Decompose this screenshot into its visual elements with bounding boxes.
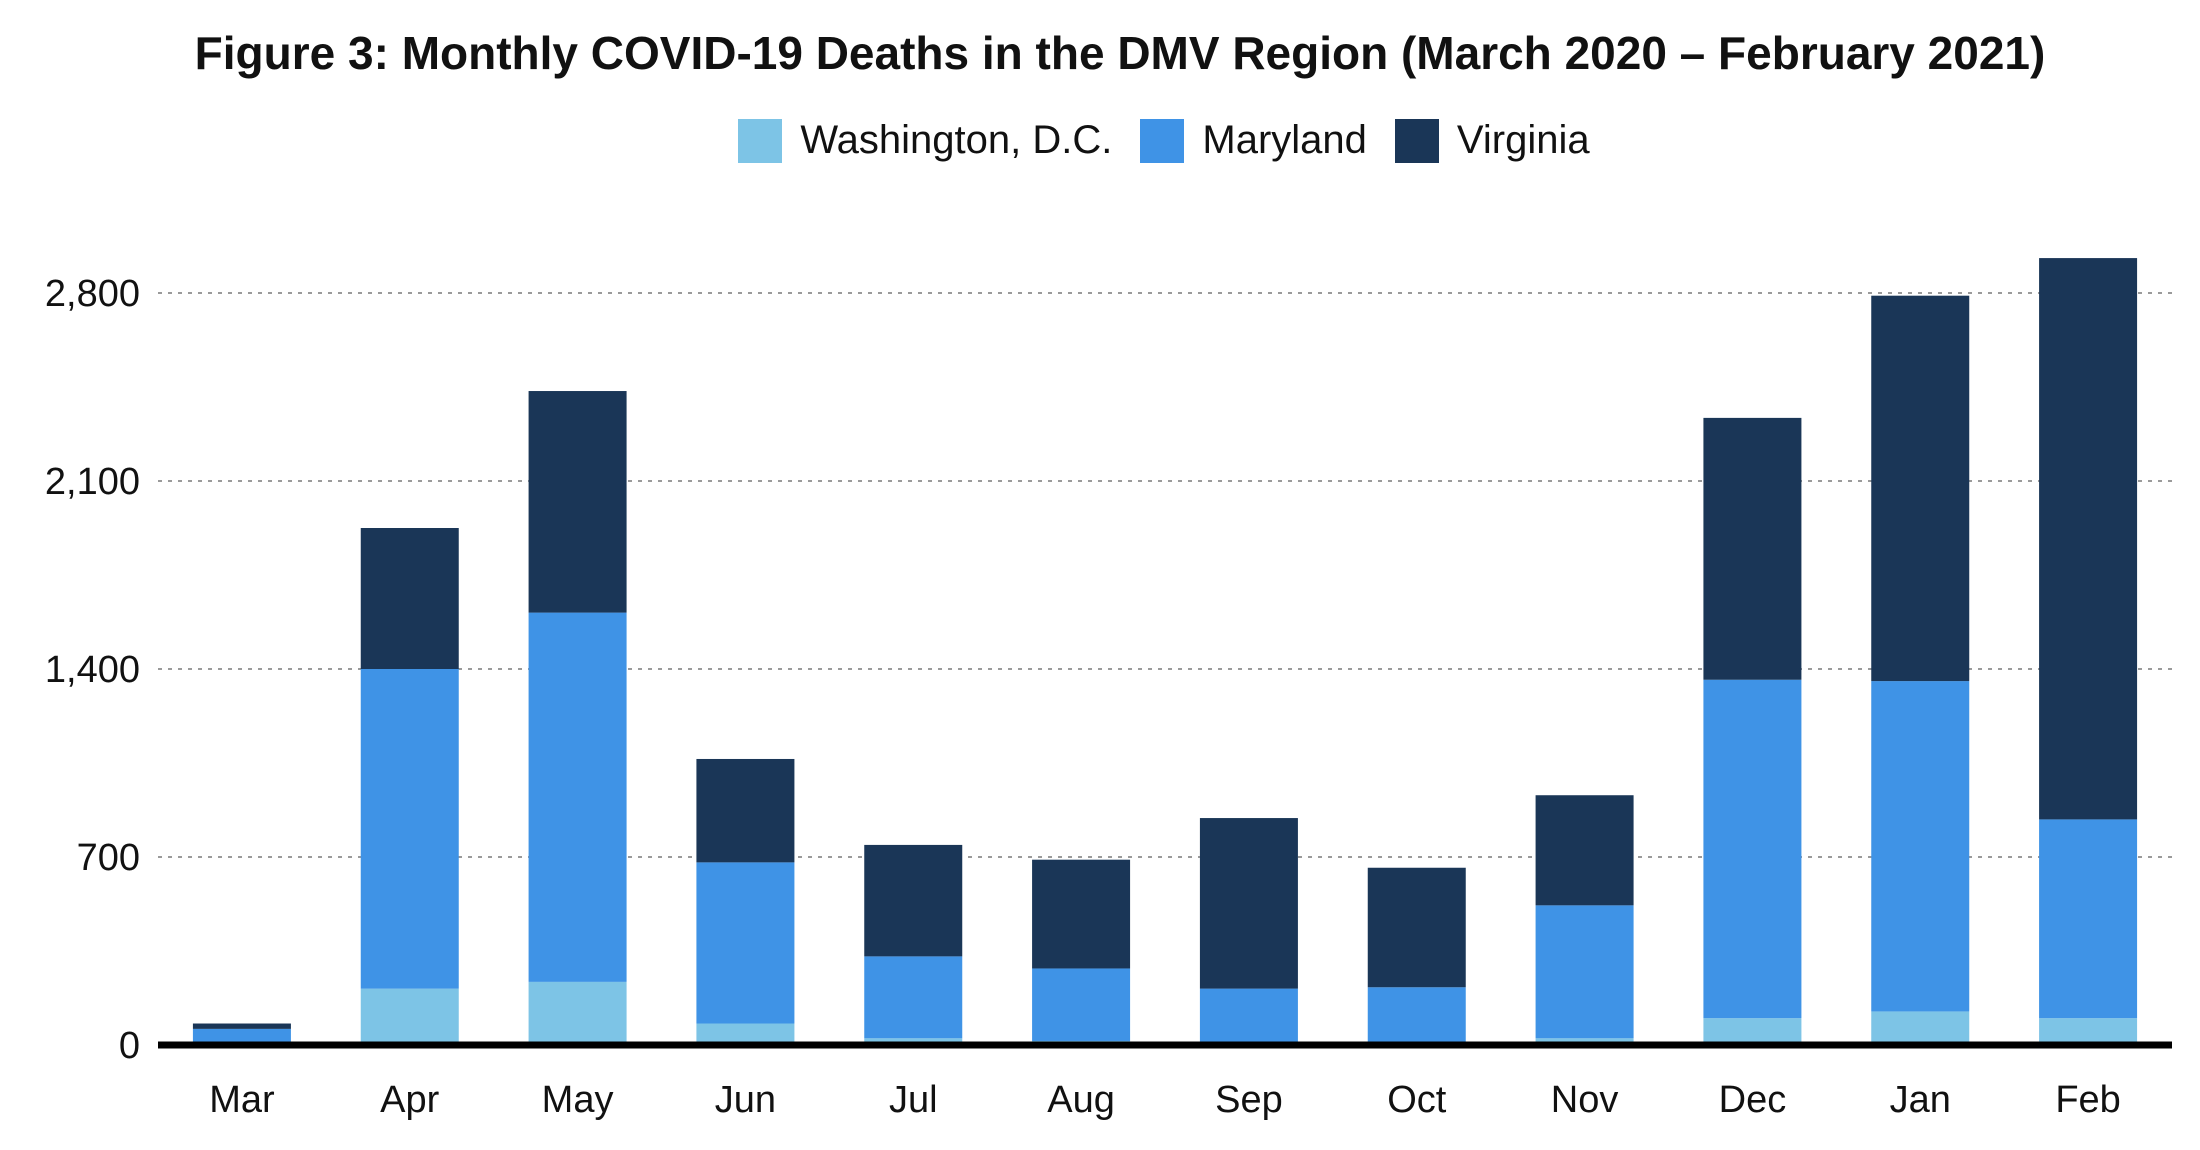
x-tick-label: Jul: [889, 1079, 938, 1121]
x-tick-label: Oct: [1387, 1079, 1447, 1121]
bar-virginia-aug[interactable]: [1032, 859, 1131, 969]
y-tick-label: 2,800: [45, 273, 140, 315]
bar-washington-d-c-jun[interactable]: [696, 1023, 795, 1045]
bar-virginia-may[interactable]: [528, 391, 627, 613]
y-tick-label: 0: [119, 1025, 140, 1067]
bar-washington-d-c-feb[interactable]: [2039, 1018, 2138, 1045]
bar-maryland-jun[interactable]: [696, 862, 795, 1024]
bar-washington-d-c-apr[interactable]: [360, 988, 459, 1045]
bar-virginia-nov[interactable]: [1535, 795, 1634, 906]
legend-item-virginia[interactable]: Virginia: [1394, 118, 1590, 163]
legend-label-washington-dc: Washington, D.C.: [800, 118, 1113, 162]
x-tick-label: Mar: [209, 1079, 275, 1121]
bar-virginia-apr[interactable]: [360, 528, 459, 669]
x-tick-label: Jan: [1890, 1079, 1951, 1121]
bar-maryland-nov[interactable]: [1535, 905, 1634, 1039]
x-tick-label: Jun: [715, 1079, 776, 1121]
chart-title: Figure 3: Monthly COVID-19 Deaths in the…: [194, 27, 2046, 79]
x-tick-label: Dec: [1719, 1079, 1787, 1121]
bar-maryland-jan[interactable]: [1871, 681, 1970, 1012]
bar-virginia-jan[interactable]: [1871, 295, 1970, 682]
bar-maryland-apr[interactable]: [360, 669, 459, 989]
x-tick-label: Aug: [1047, 1079, 1115, 1121]
bar-virginia-oct[interactable]: [1367, 867, 1466, 988]
x-tick-label: Sep: [1215, 1079, 1283, 1121]
bar-maryland-may[interactable]: [528, 612, 627, 982]
legend-label-maryland: Maryland: [1202, 118, 1367, 162]
x-tick-label: Feb: [2055, 1079, 2120, 1121]
bar-maryland-dec[interactable]: [1703, 679, 1802, 1019]
bar-maryland-mar[interactable]: [192, 1028, 291, 1044]
legend-label-virginia: Virginia: [1456, 118, 1590, 162]
x-tick-label: May: [542, 1079, 614, 1121]
y-tick-label: 2,100: [45, 461, 140, 503]
bar-maryland-oct[interactable]: [1367, 987, 1466, 1043]
bar-washington-d-c-may[interactable]: [528, 981, 627, 1045]
bar-virginia-dec[interactable]: [1703, 417, 1802, 680]
x-tick-label: Apr: [380, 1079, 439, 1121]
legend: Washington, D.C. Maryland Virginia: [0, 118, 2200, 163]
bar-washington-d-c-dec[interactable]: [1703, 1018, 1802, 1045]
y-tick-label: 1,400: [45, 649, 140, 691]
bar-maryland-feb[interactable]: [2039, 819, 2138, 1019]
bar-maryland-sep[interactable]: [1199, 988, 1298, 1043]
y-tick-label: 700: [77, 837, 140, 879]
bar-maryland-aug[interactable]: [1032, 968, 1131, 1041]
bar-virginia-jul[interactable]: [864, 844, 963, 957]
bar-virginia-jun[interactable]: [696, 758, 795, 863]
legend-item-washington-dc[interactable]: Washington, D.C.: [738, 118, 1112, 163]
bar-virginia-mar[interactable]: [192, 1023, 291, 1029]
legend-swatch-maryland: [1140, 118, 1185, 163]
bar-virginia-sep[interactable]: [1199, 818, 1298, 989]
bar-maryland-jul[interactable]: [864, 956, 963, 1039]
bar-washington-d-c-jan[interactable]: [1871, 1011, 1970, 1045]
x-tick-label: Nov: [1551, 1079, 1619, 1121]
bar-virginia-feb[interactable]: [2039, 258, 2138, 820]
legend-swatch-washington-dc: [738, 118, 783, 163]
legend-item-maryland[interactable]: Maryland: [1140, 118, 1367, 163]
legend-swatch-virginia: [1394, 118, 1439, 163]
